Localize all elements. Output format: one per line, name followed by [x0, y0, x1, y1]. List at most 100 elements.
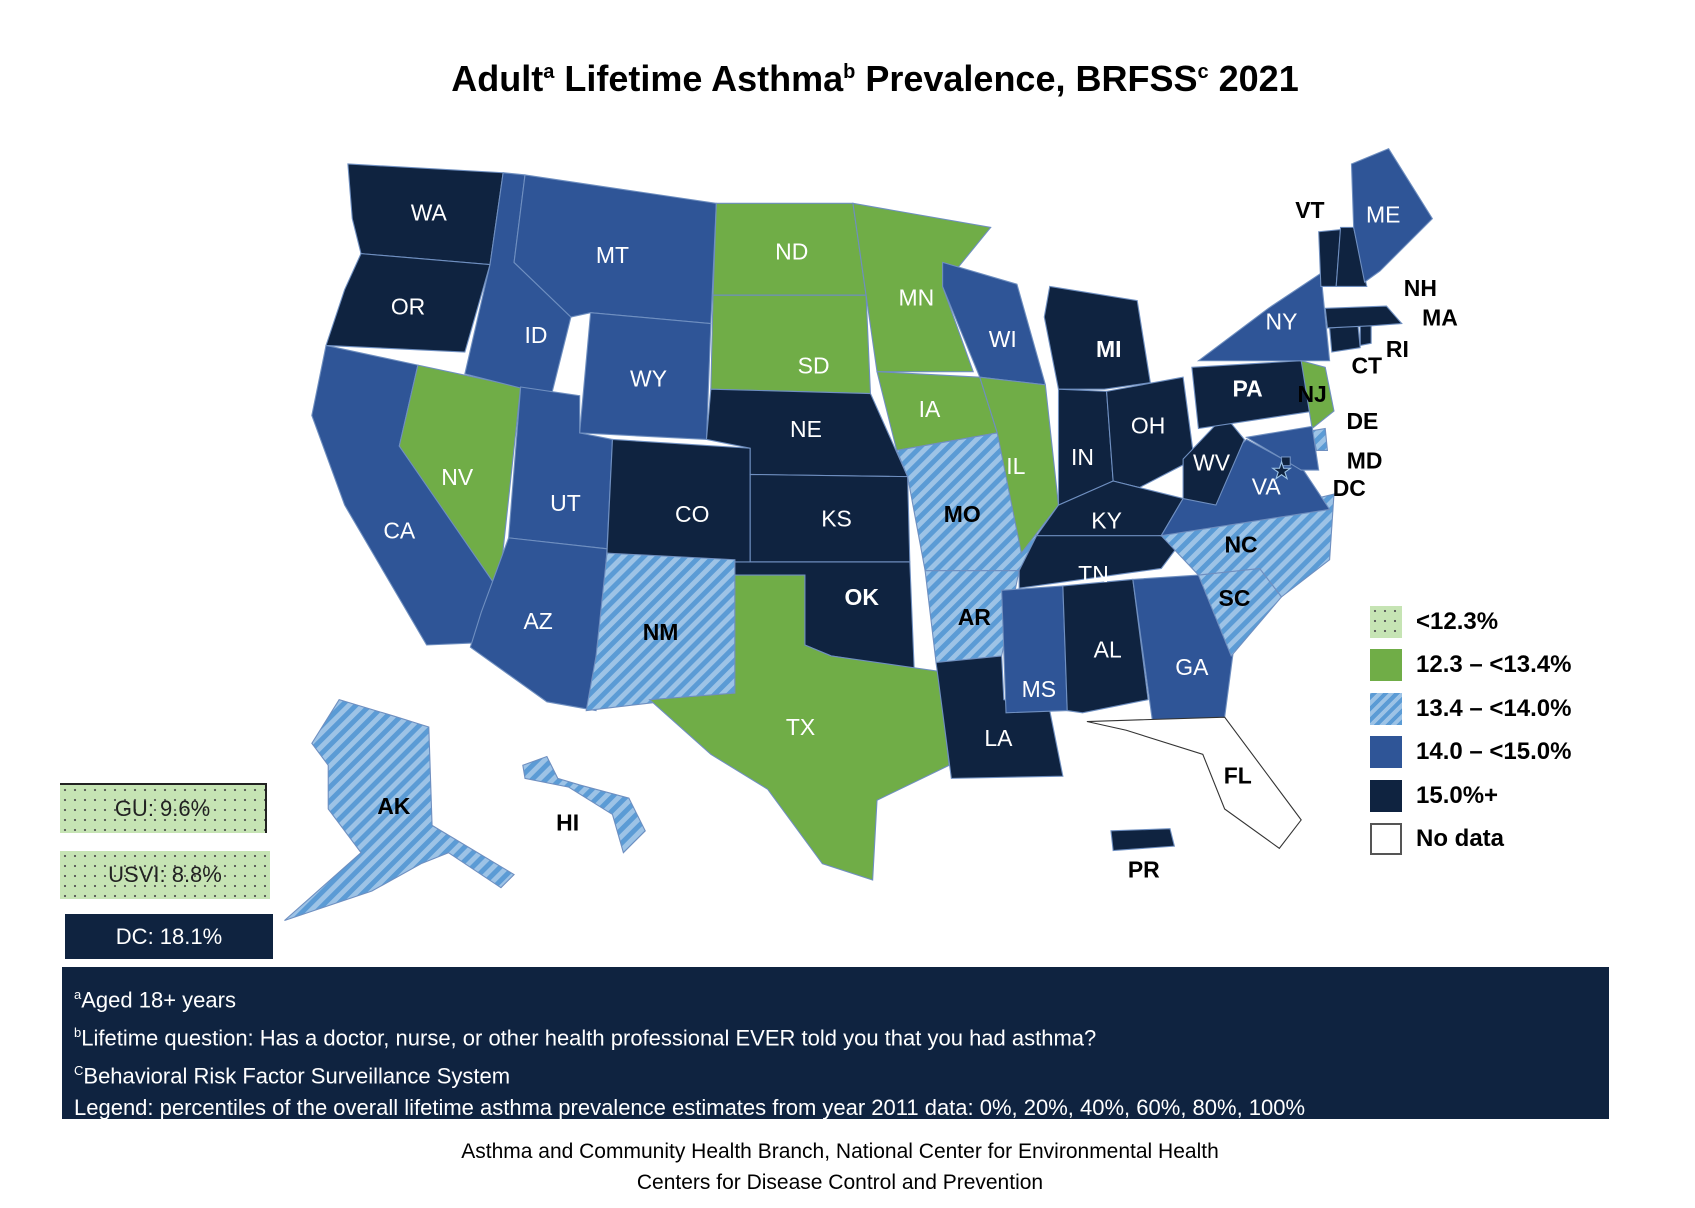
state-ri [1359, 325, 1372, 347]
footnote-text: Lifetime question: Has a doctor, nurse, … [81, 1025, 1097, 1051]
credit-line: Centers for Disease Control and Preventi… [636, 1171, 1044, 1194]
state-label-ks: KS [821, 505, 852, 531]
dc-value: DC: 18.1% [115, 923, 223, 949]
state-label-nv: NV [441, 464, 474, 490]
state-label-ne: NE [790, 416, 822, 442]
legend-swatch [1370, 605, 1402, 638]
state-label-nm: NM [643, 619, 679, 645]
legend-item: 15.0%+ [1370, 774, 1571, 818]
state-label-tx: TX [786, 714, 815, 740]
legend-item: <12.3% [1370, 600, 1571, 644]
state-label-dc: DC [1333, 475, 1366, 501]
state-al [1062, 578, 1149, 714]
state-label-tn: TN [1078, 561, 1109, 587]
state-label-ga: GA [1175, 654, 1209, 680]
legend-note: Legend: percentiles of the overall lifet… [74, 1095, 1306, 1121]
legend-swatch [1370, 779, 1402, 812]
title-sup: c [1197, 61, 1209, 83]
legend: <12.3% 12.3 – <13.4% 13.4 – <14.0% 14.0 … [1370, 600, 1571, 861]
usvi-box: USVI: 8.8% [60, 851, 270, 899]
state-label-id: ID [524, 322, 547, 348]
state-label-wv: WV [1193, 450, 1231, 476]
legend-label: 14.0 – <15.0% [1416, 738, 1572, 766]
footnote-b: bLifetime question: Has a doctor, nurse,… [74, 1017, 1597, 1055]
title-text: Lifetime Asthma [554, 58, 844, 99]
state-label-sd: SD [798, 352, 830, 378]
footnote-sup: b [74, 1024, 82, 1040]
footnote-c: CBehavioral Risk Factor Surveillance Sys… [74, 1055, 1597, 1093]
legend-label: 12.3 – <13.4% [1416, 651, 1572, 679]
state-label-az: AZ [523, 608, 552, 634]
state-label-oh: OH [1131, 413, 1165, 439]
state-label-mo: MO [944, 501, 981, 527]
state-or [325, 253, 491, 353]
legend-item: 13.4 – <14.0% [1370, 687, 1571, 731]
state-label-me: ME [1366, 202, 1400, 228]
state-label-ny: NY [1266, 309, 1298, 335]
state-label-ut: UT [550, 490, 581, 516]
state-label-ky: KY [1091, 508, 1122, 534]
title-sup: b [843, 61, 856, 83]
state-label-ok: OK [845, 584, 880, 610]
state-nh [1335, 226, 1368, 287]
credit-line: Asthma and Community Health Branch, Nati… [461, 1140, 1219, 1163]
state-ct [1329, 325, 1361, 353]
map-title: Adulta Lifetime Asthmab Prevalence, BRFS… [0, 58, 1695, 100]
state-label-il: IL [1006, 453, 1025, 479]
guam-value: GU: 9.6% [114, 796, 211, 821]
state-label-wi: WI [989, 326, 1017, 352]
footnote-a: aAged 18+ years [74, 979, 1597, 1017]
state-dc [1280, 456, 1291, 467]
state-label-wa: WA [411, 199, 448, 225]
legend-swatch [1370, 823, 1402, 856]
state-tx [648, 574, 950, 881]
state-label-nh: NH [1404, 275, 1437, 301]
state-label-hi: HI [556, 809, 579, 835]
title-text: 2021 [1208, 58, 1299, 99]
state-label-ri: RI [1386, 336, 1409, 362]
state-label-nj: NJ [1297, 381, 1326, 407]
state-label-co: CO [675, 501, 709, 527]
state-label-mn: MN [899, 285, 935, 311]
footnote-sup: C [74, 1062, 84, 1078]
state-label-la: LA [984, 725, 1013, 751]
state-nj [1300, 360, 1335, 430]
state-mn [852, 202, 992, 373]
state-label-ca: CA [383, 517, 416, 543]
state-label-nd: ND [775, 239, 808, 265]
state-label-wy: WY [630, 366, 667, 392]
legend-swatch [1370, 649, 1402, 682]
credit: Asthma and Community Health Branch, Nati… [0, 1136, 1680, 1198]
legend-swatch [1370, 736, 1402, 769]
footnote-sup: a [74, 987, 82, 1002]
usvi-value: USVI: 8.8% [108, 862, 222, 887]
footnotes: aAged 18+ years bLifetime question: Has … [62, 967, 1609, 1120]
state-label-md: MD [1347, 447, 1383, 473]
state-mi [1043, 285, 1151, 390]
state-label-nc: NC [1224, 532, 1257, 558]
state-label-de: DE [1346, 408, 1378, 434]
state-hi [522, 755, 646, 854]
state-pr [1110, 828, 1176, 852]
title-text: Prevalence, BRFSS [855, 58, 1198, 99]
state-label-or: OR [391, 293, 425, 319]
dc-star-icon: ★ [1271, 457, 1292, 483]
legend-label: <12.3% [1416, 607, 1499, 635]
state-oh [1106, 376, 1195, 489]
state-label-ar: AR [958, 604, 992, 630]
state-label-pa: PA [1233, 375, 1263, 401]
state-label-ak: AK [377, 793, 411, 819]
state-label-pr: PR [1128, 856, 1160, 882]
state-sd [710, 294, 872, 395]
state-nc [1160, 493, 1335, 598]
legend-swatch [1370, 692, 1402, 725]
state-label-mi: MI [1096, 336, 1121, 362]
state-label-va: VA [1252, 474, 1282, 500]
state-label-ms: MS [1022, 676, 1056, 702]
title-sup: a [543, 61, 555, 83]
state-label-in: IN [1071, 444, 1094, 470]
state-label-ma: MA [1422, 304, 1458, 330]
state-ga [1132, 574, 1237, 723]
state-ny [1196, 272, 1331, 362]
